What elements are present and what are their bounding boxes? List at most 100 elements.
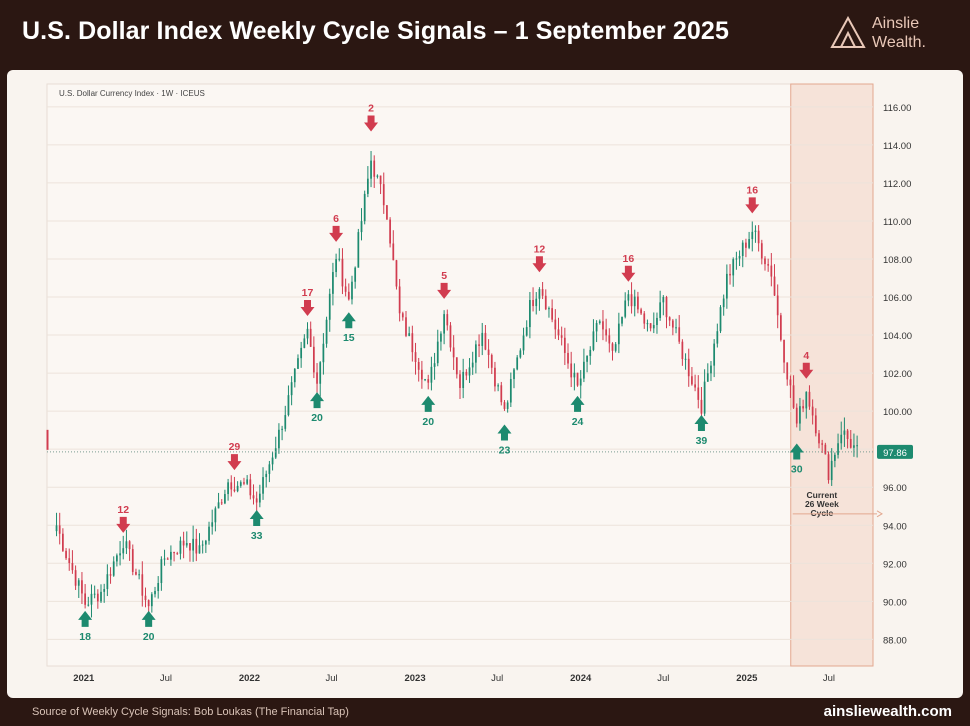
current-cycle-label: 26 Week [805, 499, 839, 509]
candle-body [459, 374, 461, 389]
candle-body [382, 184, 385, 206]
candle-body [624, 300, 627, 317]
candle-body [55, 525, 58, 532]
candle-body [732, 259, 735, 276]
candle-body [551, 308, 554, 320]
candle-body [68, 558, 71, 563]
candle-body [363, 193, 366, 222]
candle-body [605, 329, 608, 336]
up-arrow-icon [310, 392, 325, 409]
candle-body [573, 372, 576, 378]
candle-body [243, 482, 245, 484]
candle-body [659, 302, 662, 318]
up-arrow-icon [789, 443, 804, 460]
candle-body [621, 316, 623, 324]
header-bar: U.S. Dollar Index Weekly Cycle Signals –… [0, 0, 970, 68]
x-tick-label: Jul [325, 673, 337, 684]
candle-body [779, 315, 782, 340]
candle-body [745, 242, 747, 248]
candle-body [509, 379, 512, 403]
candle-body [595, 323, 598, 332]
candle-body [691, 376, 693, 385]
candle-body [106, 574, 109, 590]
candle-body [170, 551, 172, 560]
cycle-bottom-signal: 33 [249, 510, 264, 542]
candle-body [268, 464, 271, 474]
up-arrow-icon [78, 610, 93, 627]
candle-body [475, 344, 477, 363]
candle-body [560, 335, 563, 338]
candle-body [856, 445, 858, 447]
candle-body [481, 332, 484, 346]
ainslie-wealth-logo[interactable]: Ainslie Wealth. [830, 12, 940, 54]
candle-body [144, 595, 147, 601]
candle-body [490, 354, 493, 368]
candle-body [185, 543, 188, 546]
candle-body [411, 333, 414, 353]
candle-body [735, 258, 738, 260]
x-tick-label: Jul [491, 673, 503, 684]
candles [55, 150, 858, 618]
candle-body [478, 344, 480, 346]
website-link[interactable]: ainsliewealth.com [823, 703, 952, 720]
candle-body [344, 286, 347, 292]
candle-body [341, 258, 344, 287]
candle-body [398, 286, 401, 314]
candle-body [637, 296, 639, 310]
candle-body [227, 482, 229, 495]
candle-body [290, 382, 293, 396]
candle-body [729, 273, 731, 276]
candle-body [608, 335, 611, 344]
cycle-bottom-count: 20 [422, 416, 434, 428]
candle-body [843, 430, 846, 435]
logo-line-1: Ainslie [872, 15, 920, 32]
candle-body [525, 327, 528, 336]
up-arrow-icon [570, 395, 585, 412]
cycle-bottom-signal: 15 [341, 312, 356, 344]
candle-body [401, 313, 404, 318]
candle-body [519, 350, 522, 358]
candle-body [497, 385, 499, 387]
cycle-top-count: 4 [803, 350, 809, 362]
candle-body [328, 293, 331, 320]
candle-body [818, 433, 820, 444]
candle-body [586, 355, 588, 362]
candle-body [274, 448, 277, 458]
candle-body [802, 406, 804, 409]
cycle-bottom-count: 30 [791, 463, 803, 475]
cycle-bottom-signal: 30 [789, 443, 804, 475]
candle-body [579, 378, 582, 386]
candle-body [849, 438, 852, 448]
cycle-top-count: 5 [441, 270, 447, 282]
candle-body [255, 498, 258, 503]
x-tick-label: 2021 [73, 673, 95, 684]
candle-body [195, 538, 198, 554]
candle-body [471, 362, 474, 368]
candle-body [262, 477, 264, 494]
candle-body [246, 479, 249, 484]
candle-body [109, 574, 112, 576]
candle-body [379, 175, 382, 185]
candle-body [662, 297, 665, 303]
candle-body [208, 526, 210, 541]
candle-body [452, 347, 455, 358]
up-arrow-icon [694, 414, 709, 431]
candle-body [678, 327, 681, 342]
candle-body [697, 387, 700, 400]
cycle-top-count: 12 [117, 504, 129, 516]
cycle-bottom-signal: 39 [694, 414, 709, 447]
down-arrow-icon [364, 115, 379, 132]
y-tick-label: 108.00 [883, 255, 912, 266]
candle-body [465, 371, 468, 376]
source-note: Source of Weekly Cycle Signals: Bob Louk… [32, 706, 349, 718]
left-price-marker [46, 429, 49, 450]
candle-body [767, 264, 770, 266]
candle-body [719, 307, 722, 332]
y-tick-label: 104.00 [883, 331, 912, 342]
candle-body [799, 406, 801, 424]
cycle-bottom-count: 15 [343, 332, 355, 344]
candle-body [665, 297, 668, 318]
candle-body [249, 479, 252, 496]
last-price-label: 97.86 [883, 448, 907, 459]
up-arrow-icon [341, 312, 356, 329]
